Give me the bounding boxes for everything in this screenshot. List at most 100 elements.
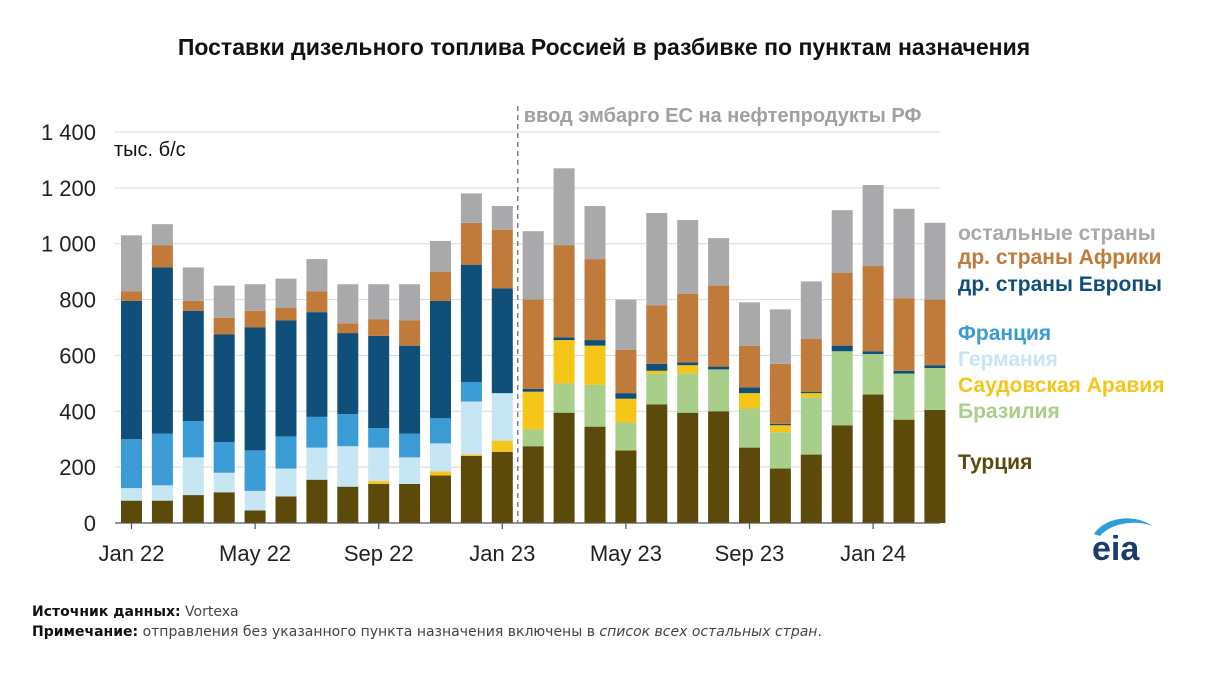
bar-segment [708,238,730,286]
bar-segment [337,446,359,487]
bar-segment [522,299,544,389]
bar-segment [677,362,699,366]
bar-segment [893,298,915,371]
bar-segment [121,488,142,501]
bar-segment [924,299,946,366]
source-value: Vortexa [180,604,239,620]
bar-segment [460,264,482,382]
note-end: . [817,624,822,640]
bar-segment [584,426,606,523]
y-tick-label: 600 [59,343,96,368]
bar-segment [213,472,235,493]
bar-segment [615,393,637,399]
bar-segment [739,387,760,394]
bar-segment [368,428,390,448]
bar-segment [491,288,513,394]
legend-item: Германия [958,348,1058,371]
bar-segment [831,345,853,352]
bar-segment [399,284,421,321]
bar-segment [337,333,359,415]
y-tick-label: 0 [84,511,96,536]
bar-segment [615,398,637,423]
bar-segment [553,337,575,341]
bar-segment [522,446,544,523]
bar-segment [522,231,544,300]
bar-segment [399,345,421,434]
bar-segment [275,278,297,308]
bar-segment [213,442,235,473]
bar-segment [522,391,544,430]
bar-segment [182,267,204,301]
bar-segment [646,373,668,405]
bar-segment [275,468,297,497]
bar-segment [121,500,142,523]
bar-segment [491,440,513,452]
bar-segment [677,412,699,523]
bar-segment [862,354,884,395]
bar-segment [337,284,359,324]
bar-segment [213,334,235,443]
bar-segment [491,451,513,523]
note-value: отправления без указанного пункта назнач… [138,624,600,640]
bar-segment [430,240,451,272]
bar-segment [460,455,482,523]
note-italic: список всех остальных стран [599,624,818,640]
bar-segment [769,423,791,426]
bar-segment [399,433,421,458]
bar-segment [182,421,204,458]
y-tick-label: 200 [59,455,96,480]
bar-segment [430,443,451,472]
bar-segment [430,300,451,419]
y-axis-tick-labels: 0 200 400 600 800 1 000 1 200 1 400 [41,120,96,536]
bar-segment [275,307,297,321]
legend-item: др. страны Европы [958,273,1162,296]
eia-wordmark: eia [1092,530,1140,566]
bar-segment [739,345,760,388]
bar-segment [584,206,606,260]
bar-segment [800,393,822,398]
bar-segment [615,422,637,451]
y-tick-label: 400 [59,399,96,424]
bar-segment [368,284,390,320]
bar-segment [151,485,173,501]
chart-title: Поставки дизельного топлива Россией в ра… [177,34,1031,60]
bar-segment [800,338,822,392]
bar-segment [368,447,390,482]
bar-segment [460,222,482,265]
y-tick-label: 800 [59,288,96,313]
bar-segment [553,340,575,384]
x-axis-tick-labels: Jan 22 May 22 Sep 22 Jan 23 May 23 Sep 23 Jan … [98,523,906,566]
bar-segment [368,335,390,429]
bar-segment [213,317,235,335]
bar-segment [275,436,297,469]
eia-logo: eia [1092,518,1152,566]
bar-segment [924,222,946,300]
bar-segment [800,454,822,523]
bar-segment [460,401,482,455]
bar-segment [275,320,297,437]
bar-segment [182,310,204,422]
bar-segment [244,490,266,511]
bar-segment [182,457,204,496]
bar-segment [677,219,699,294]
legend-item: Франция [958,322,1051,345]
bar-segment [862,185,884,267]
bar-segment [646,404,668,523]
bar-segment [800,397,822,455]
bar-segment [553,383,575,413]
bar-segment [893,419,915,523]
bar-segment [739,302,760,346]
bar-segment [430,471,451,476]
legend-item: Бразилия [958,400,1060,423]
bar-segment [275,496,297,523]
bar-segment [708,366,730,370]
bar-segment [553,168,575,246]
bar-segment [368,481,390,484]
eia-swoosh-icon [1094,518,1152,536]
bar-segment [708,369,730,412]
bar-segment [121,291,142,301]
bar-segment [491,229,513,289]
bar-segment [491,206,513,230]
bar-segment [677,293,699,363]
bar-segment [800,391,822,394]
